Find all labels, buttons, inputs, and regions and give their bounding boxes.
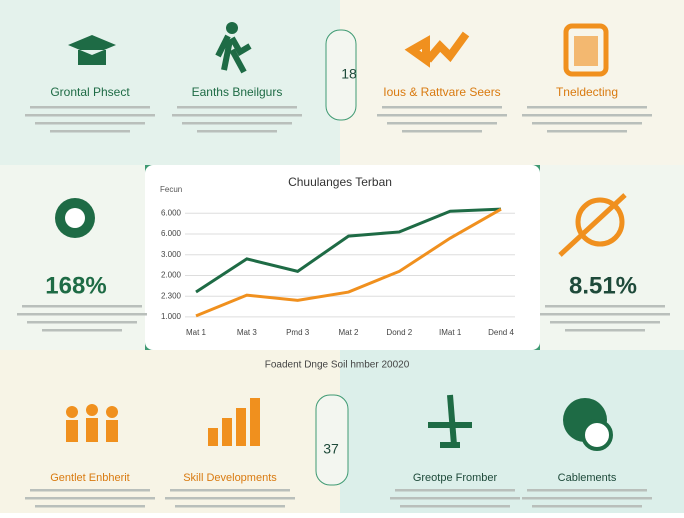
text-placeholder — [50, 130, 130, 133]
text-placeholder — [175, 505, 285, 508]
text-placeholder — [25, 497, 155, 500]
card-title: Grontal Phsect — [50, 85, 130, 99]
caption: Foadent Dnge Soil hmber 20020 — [265, 360, 410, 371]
x-tick-label: Mat 1 — [186, 328, 207, 337]
text-placeholder — [22, 305, 142, 308]
line — [195, 207, 502, 294]
text-placeholder — [382, 106, 502, 109]
text-placeholder — [35, 505, 145, 508]
y-tick-label: 2.000 — [161, 271, 182, 280]
text-placeholder — [540, 313, 670, 316]
y-tick-label: 2.300 — [161, 291, 182, 300]
text-placeholder — [400, 505, 510, 508]
text-placeholder — [547, 130, 627, 133]
stat: 8.51% — [569, 272, 637, 299]
text-placeholder — [387, 122, 497, 125]
text-placeholder — [527, 106, 647, 109]
y-tick-label: 1.000 — [161, 312, 182, 321]
card-title: Ious & Rattvare Seers — [383, 85, 500, 99]
text-placeholder — [17, 313, 147, 316]
stat: 168% — [45, 272, 106, 299]
chart-title: Chuulanges Terban — [288, 175, 392, 189]
badge-text: 37 — [323, 441, 339, 457]
bg — [340, 350, 684, 513]
text-placeholder — [170, 489, 290, 492]
text-placeholder — [522, 114, 652, 117]
text-placeholder — [165, 497, 295, 500]
bg — [540, 165, 684, 350]
badge — [315, 394, 349, 486]
card-title: Skill Developments — [183, 472, 277, 484]
x-tick-label: IMat 1 — [439, 328, 462, 337]
card-title: Gentlet Enbherit — [50, 472, 130, 484]
text-placeholder — [402, 130, 482, 133]
text-placeholder — [565, 329, 645, 332]
x-tick-label: Dond 2 — [386, 328, 412, 337]
y-tick-label: 6.000 — [161, 208, 182, 217]
axis-label: Fecun — [160, 185, 182, 194]
card-title: Cablements — [558, 472, 617, 484]
text-placeholder — [522, 497, 652, 500]
card-title: Eanths Bneilgurs — [192, 85, 283, 99]
text-placeholder — [545, 305, 665, 308]
text-placeholder — [527, 489, 647, 492]
text-placeholder — [390, 497, 520, 500]
text-placeholder — [197, 130, 277, 133]
text-placeholder — [172, 114, 302, 117]
text-placeholder — [177, 106, 297, 109]
text-placeholder — [377, 114, 507, 117]
badge-text: 18 — [341, 66, 357, 82]
x-tick-label: Dend 4 — [488, 328, 514, 337]
text-placeholder — [35, 122, 145, 125]
x-tick-label: Pmd 3 — [286, 328, 310, 337]
card-title: Tneldecting — [556, 85, 618, 99]
y-tick-label: 3.000 — [161, 250, 182, 259]
bg — [0, 350, 340, 513]
text-placeholder — [550, 321, 660, 324]
text-placeholder — [182, 122, 292, 125]
x-tick-label: Mat 3 — [237, 328, 258, 337]
bg — [340, 0, 684, 165]
badge — [325, 29, 357, 121]
bg — [0, 0, 340, 165]
y-tick-label: 6.000 — [161, 229, 182, 238]
text-placeholder — [395, 489, 515, 492]
text-placeholder — [532, 505, 642, 508]
text-placeholder — [27, 321, 137, 324]
card-title: Greotpe Fromber — [413, 472, 498, 484]
text-placeholder — [532, 122, 642, 125]
text-placeholder — [30, 489, 150, 492]
bg — [0, 165, 145, 350]
text-placeholder — [30, 106, 150, 109]
chart-card — [145, 165, 540, 350]
icons — [55, 22, 627, 451]
line — [195, 207, 502, 318]
x-tick-label: Mat 2 — [338, 328, 359, 337]
text-placeholder — [42, 329, 122, 332]
text-placeholder — [25, 114, 155, 117]
